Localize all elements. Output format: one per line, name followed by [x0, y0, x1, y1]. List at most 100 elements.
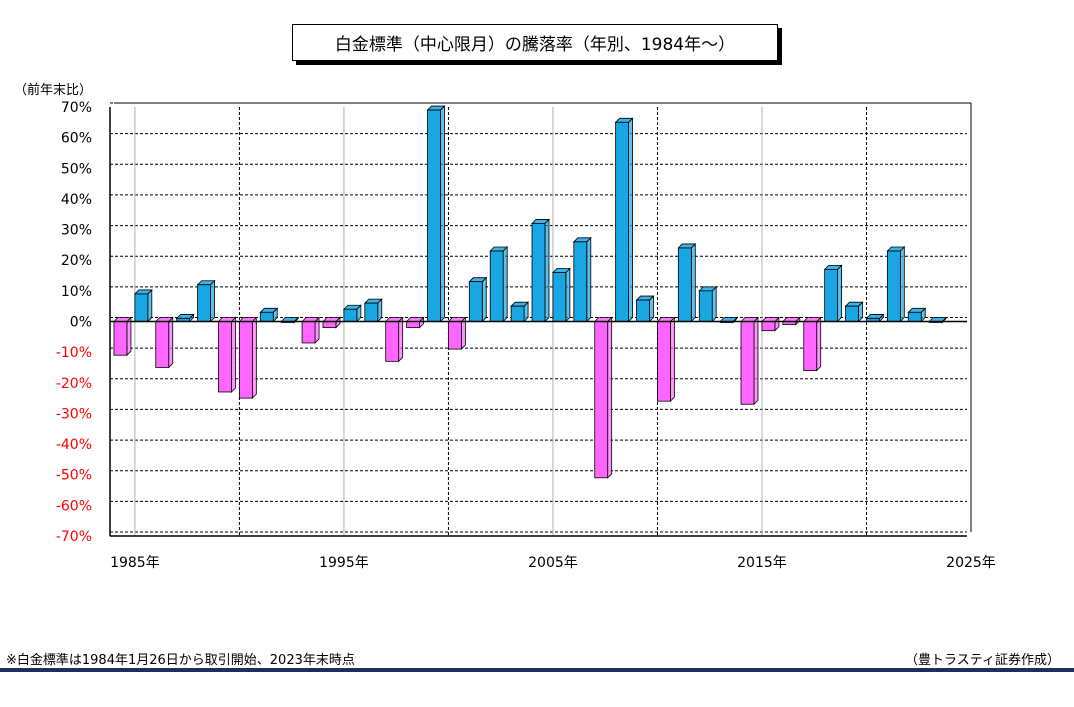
bar	[886, 246, 906, 323]
bar	[217, 316, 237, 393]
bar-side	[607, 316, 613, 479]
bar	[593, 316, 613, 479]
bar-face	[677, 247, 692, 322]
y-tick-label: 0%	[70, 315, 92, 331]
bottom-divider	[0, 668, 1074, 672]
bar-face	[803, 321, 818, 371]
bar-face	[761, 321, 776, 332]
y-tick-label: 50%	[61, 161, 92, 177]
bar-face	[657, 321, 671, 402]
bar-side	[669, 316, 675, 403]
bar	[342, 304, 362, 323]
y-tick-label: 10%	[61, 284, 92, 300]
bar-side	[837, 264, 843, 323]
bar	[447, 316, 467, 351]
footnote: ※白金標準は1984年1月26日から取引開始、2023年末時点	[6, 653, 355, 668]
bar-face	[322, 321, 337, 329]
bar	[405, 316, 425, 329]
bar	[823, 264, 843, 323]
bar-face	[615, 121, 629, 322]
bar-side	[565, 267, 571, 323]
bar-side	[440, 105, 445, 323]
bar	[698, 285, 718, 323]
bar-side	[711, 285, 717, 323]
bar-face	[134, 293, 149, 322]
bar-side	[147, 288, 153, 323]
bar-face	[343, 308, 358, 322]
x-tick-label: 2025年	[946, 555, 996, 571]
y-tick-label: -40%	[56, 437, 92, 453]
bar	[677, 242, 697, 323]
bar-face	[406, 321, 420, 329]
y-tick-label: 60%	[61, 131, 92, 147]
bar-side	[481, 276, 487, 323]
bar	[907, 307, 927, 323]
bar-face	[218, 321, 232, 393]
y-tick-label: -50%	[56, 468, 92, 484]
bar-face	[510, 305, 525, 322]
bar-side	[753, 316, 759, 406]
bar-face	[385, 321, 400, 362]
x-tick-label: 1985年	[110, 555, 160, 571]
bar	[196, 279, 216, 323]
bar	[154, 316, 174, 369]
bar-side	[126, 316, 132, 357]
y-tick-label: -10%	[56, 345, 92, 361]
bar-side	[398, 316, 404, 363]
bar-face	[427, 109, 441, 322]
bar-face	[259, 311, 274, 322]
bar	[844, 301, 864, 323]
chart-title: 白金標準（中心限月）の騰落率（年別、1984年～）	[292, 24, 778, 61]
bar	[363, 298, 383, 323]
bar	[635, 295, 655, 323]
bar	[489, 246, 509, 323]
x-tick-label: 2015年	[737, 555, 787, 571]
bar-face	[886, 250, 901, 322]
bar	[133, 288, 153, 323]
bar-face	[301, 321, 316, 344]
bar-face	[531, 223, 546, 322]
y-tick-label: 70%	[61, 100, 92, 116]
y-tick-label: 40%	[61, 192, 92, 208]
bar-side	[586, 236, 592, 323]
bar-face	[364, 302, 379, 322]
y-tick-label: 30%	[61, 223, 92, 239]
bar	[614, 117, 634, 323]
bar-face	[468, 281, 483, 322]
bar	[802, 316, 822, 372]
x-tick-label: 1995年	[319, 555, 369, 571]
bar	[760, 316, 780, 332]
bar-face	[698, 290, 713, 322]
bar-face	[113, 321, 128, 356]
bar	[468, 276, 488, 323]
bar	[865, 313, 885, 323]
bar-side	[210, 279, 215, 323]
bar	[531, 218, 550, 323]
bar	[510, 301, 530, 323]
bar-side	[502, 246, 508, 323]
bar	[384, 316, 404, 363]
y-tick-label: -70%	[56, 529, 92, 545]
bar-face	[238, 321, 253, 399]
bar	[175, 313, 195, 323]
bar	[551, 267, 571, 323]
x-tick-label: 2005年	[528, 555, 578, 571]
bar-face	[594, 321, 609, 479]
bar-side	[899, 246, 905, 323]
bar-face	[552, 272, 567, 322]
y-tick-label: 20%	[61, 253, 92, 269]
bar-side	[816, 316, 822, 372]
bar-face	[845, 305, 859, 322]
bar	[656, 316, 676, 403]
bar-side	[251, 316, 257, 400]
bar	[259, 307, 279, 323]
bar-face	[573, 241, 588, 322]
bar-face	[489, 250, 504, 322]
bar-side	[231, 316, 236, 393]
bar-face	[636, 299, 650, 322]
bar	[740, 316, 759, 406]
y-tick-label: -20%	[56, 376, 92, 392]
bar-face	[740, 321, 755, 405]
y-axis-label: （前年末比）	[14, 83, 93, 98]
